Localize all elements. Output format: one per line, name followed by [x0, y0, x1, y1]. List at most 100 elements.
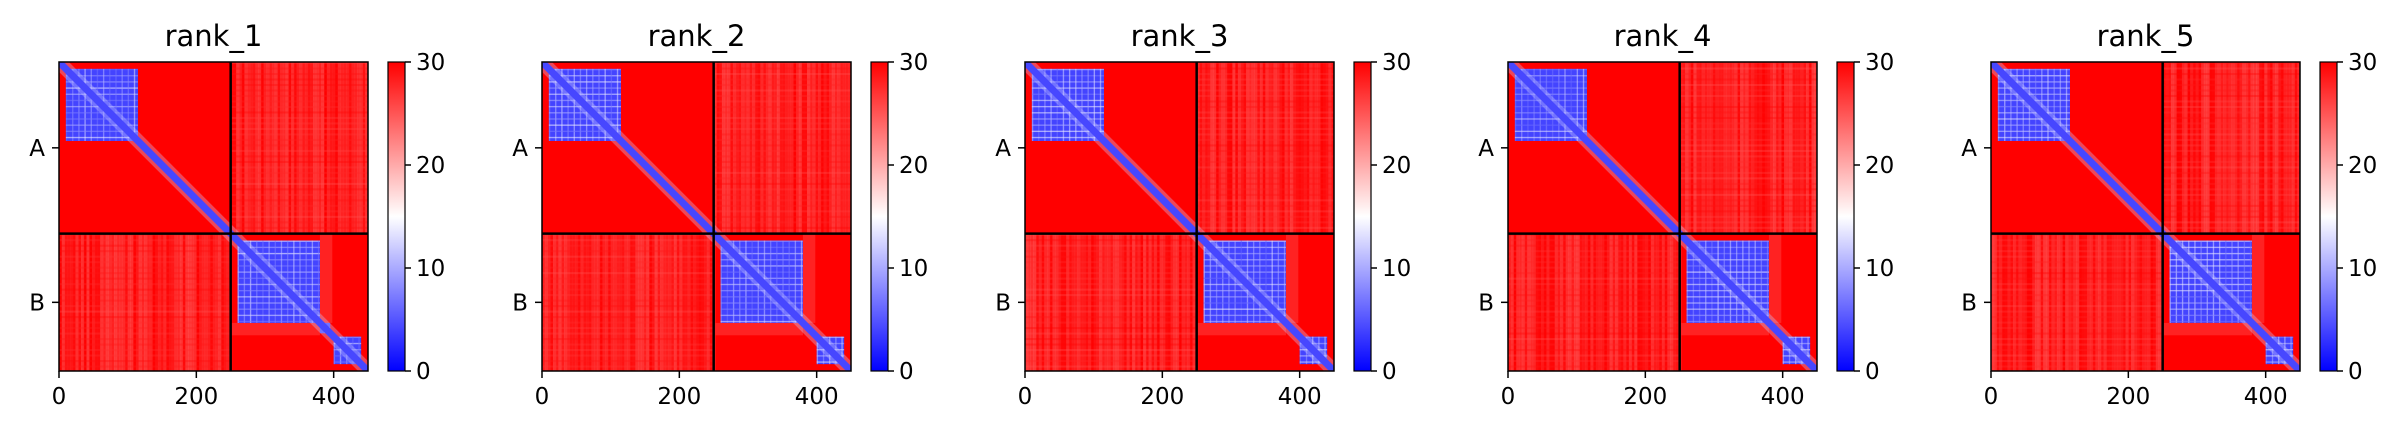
interchain-stripe: [727, 62, 731, 234]
interchain-stripe: [2162, 67, 2300, 70]
domain-texture: [1265, 240, 1267, 327]
interchain-stripe: [713, 215, 851, 218]
domain-texture: [1997, 68, 2070, 71]
interchain-stripe: [542, 294, 714, 297]
interchain-stripe: [2162, 138, 2300, 141]
chainb-band: [1285, 233, 1299, 323]
interchain-stripe: [1679, 83, 1817, 87]
interchain-stripe: [2162, 127, 2300, 130]
interchain-stripe: [1508, 365, 1680, 368]
interchain-stripe: [1524, 233, 1528, 371]
interchain-stripe: [2037, 233, 2041, 371]
interchain-stripe: [845, 62, 849, 234]
interchain-stripe: [1593, 233, 1597, 371]
interchain-stripe: [1148, 233, 1152, 371]
domain-texture: [720, 302, 807, 304]
interchain-stripe: [1672, 233, 1677, 371]
interchain-stripe: [1027, 233, 1031, 371]
domain-texture: [1203, 240, 1290, 242]
interchain-stripe: [2192, 62, 2197, 234]
interchain-stripe: [1508, 305, 1680, 308]
domain-texture: [1031, 68, 1104, 71]
interchain-stripe: [97, 233, 101, 371]
interchain-stripe: [1044, 233, 1048, 371]
interchain-stripe: [199, 233, 203, 371]
interchain-stripe: [307, 62, 311, 234]
interchain-stripe: [255, 62, 259, 234]
interchain-stripe: [834, 62, 838, 234]
interchain-stripe: [2234, 62, 2238, 234]
domain-texture: [65, 130, 138, 133]
interchain-stripe: [230, 138, 368, 141]
interchain-stripe: [1184, 233, 1188, 371]
interchain-stripe: [1240, 62, 1244, 234]
domain-texture: [1564, 68, 1566, 141]
interchain-stripe: [2051, 233, 2055, 371]
interchain-stripe: [1650, 233, 1655, 371]
interchain-stripe: [2214, 62, 2219, 234]
interchain-stripe: [2007, 233, 2011, 371]
interchain-stripe: [1325, 62, 1330, 234]
interchain-stripe: [1025, 299, 1197, 302]
domain-texture: [841, 336, 843, 365]
interchain-stripe: [64, 233, 68, 371]
interchain-stripe: [1571, 233, 1575, 371]
interchain-stripe: [2136, 233, 2140, 371]
interchain-stripe: [563, 233, 568, 371]
interchain-stripe: [1991, 272, 2163, 275]
interchain-stripe: [2242, 62, 2246, 234]
interchain-stripe: [230, 94, 368, 98]
domain-texture: [2169, 240, 2171, 323]
interchain-stripe: [815, 62, 819, 234]
interchain-stripe: [2162, 182, 2300, 185]
domain-texture: [548, 87, 621, 89]
interchain-stripe: [221, 233, 225, 371]
interchain-stripe: [1748, 62, 1752, 234]
domain-texture: [237, 240, 239, 334]
interchain-stripe: [713, 138, 851, 141]
interchain-stripe: [1679, 144, 1817, 147]
interchain-stripe: [698, 233, 702, 371]
interchain-stripe: [713, 78, 851, 81]
interchain-stripe: [1690, 62, 1694, 234]
heatmap-diagonal: [1025, 62, 1334, 371]
interchain-stripe: [716, 62, 720, 234]
interchain-stripe: [2187, 62, 2191, 234]
domain-texture: [237, 320, 331, 323]
colorbar: [1836, 61, 1855, 372]
interchain-stripe: [713, 94, 851, 98]
interchain-stripe: [1806, 62, 1810, 234]
interchain-stripe: [1508, 255, 1680, 258]
interchain-stripe: [1196, 138, 1334, 141]
interchain-stripe: [326, 62, 331, 234]
interchain-stripe: [1679, 155, 1817, 158]
interchain-stripe: [2010, 233, 2014, 371]
interchain-stripe: [542, 255, 714, 258]
interchain-stripe: [1121, 233, 1125, 371]
heatmap-diagonal-halo: [1991, 62, 2300, 371]
interchain-stripe: [59, 365, 231, 368]
interchain-stripe: [318, 62, 322, 234]
domain-texture: [548, 112, 621, 114]
heatmap-frame: [541, 61, 852, 372]
interchain-stripe: [1626, 233, 1630, 371]
interchain-stripe: [226, 233, 230, 371]
chainb-band: [230, 322, 320, 336]
domain-texture: [592, 68, 594, 141]
interchain-stripe: [2131, 233, 2135, 371]
interchain-stripe: [1991, 283, 2163, 286]
interchain-stripe: [713, 199, 851, 202]
interchain-stripe: [673, 233, 678, 371]
interchain-stripe: [1675, 233, 1679, 371]
interchain-stripe: [1129, 233, 1133, 371]
domain-texture: [65, 124, 138, 126]
interchain-stripe: [182, 233, 186, 371]
interchain-stripe: [2165, 62, 2169, 234]
interchain-stripe: [542, 305, 714, 308]
interchain-stripe: [365, 62, 368, 234]
domain-texture: [720, 314, 807, 317]
interchain-stripe: [1025, 332, 1197, 335]
interchain-stripe: [837, 62, 841, 234]
interchain-stripe: [2162, 160, 2300, 163]
